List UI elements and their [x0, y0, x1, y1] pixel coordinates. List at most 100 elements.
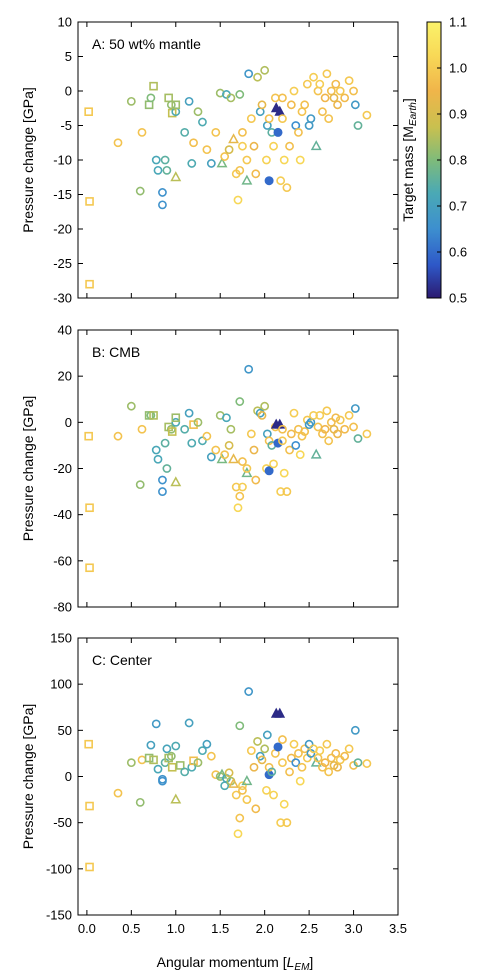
- data-point-circle: [260, 401, 270, 411]
- data-point-circle: [220, 152, 230, 161]
- data-point-circle: [335, 415, 345, 425]
- data-point-triangle: [241, 174, 253, 185]
- data-point-circle: [220, 450, 230, 460]
- data-point-circle: [244, 69, 254, 79]
- data-point-filled-triangle: [274, 707, 286, 718]
- data-point-circle: [235, 90, 245, 99]
- data-point-circle: [353, 121, 363, 130]
- data-point-circle: [320, 758, 330, 768]
- data-point-circle: [160, 155, 170, 165]
- data-point-circle: [353, 758, 363, 768]
- data-point-circle: [137, 424, 147, 434]
- data-point-triangle: [228, 777, 240, 788]
- data-point-circle: [331, 749, 341, 758]
- data-point-circle: [304, 739, 314, 749]
- data-point-circle: [211, 445, 221, 455]
- data-point-circle: [202, 145, 212, 155]
- data-point-filled-circle: [273, 438, 283, 448]
- data-point-circle: [158, 776, 167, 786]
- data-point-circle: [278, 114, 287, 123]
- data-point-circle: [171, 417, 181, 427]
- x-tick-label: 1.5: [211, 921, 229, 936]
- y-tick-label: -60: [53, 553, 72, 568]
- y-tick-label: -100: [46, 861, 72, 876]
- data-point-circle: [331, 413, 341, 423]
- data-point-square: [175, 761, 185, 770]
- data-point-triangle: [170, 793, 182, 804]
- data-point-circle: [242, 155, 252, 165]
- data-point-circle: [113, 138, 123, 148]
- data-point-circle: [309, 411, 318, 420]
- data-point-circle: [242, 464, 252, 473]
- data-point-circle: [285, 445, 294, 455]
- data-point-circle: [244, 687, 254, 696]
- data-point-circle: [193, 107, 203, 117]
- data-point-circle: [278, 436, 287, 446]
- data-point-circle: [180, 127, 190, 137]
- colorbar-tick-label: 1.1: [449, 15, 467, 30]
- data-point-circle: [267, 767, 277, 777]
- colorbar-tick-label: 0.6: [449, 245, 467, 260]
- data-point-filled-circle: [264, 466, 274, 476]
- data-point-circle: [158, 200, 167, 210]
- y-tick-label: 40: [58, 323, 72, 338]
- data-point-circle: [333, 100, 342, 110]
- data-point-circle: [300, 427, 310, 436]
- data-point-square: [189, 756, 198, 766]
- y-tick-label: -25: [53, 256, 72, 271]
- data-point-circle: [340, 424, 350, 434]
- data-point-circle: [349, 86, 358, 96]
- data-point-circle: [279, 468, 289, 478]
- data-point-circle: [206, 159, 216, 168]
- data-point-circle: [306, 114, 316, 123]
- data-point-circle: [126, 758, 136, 768]
- panel-title: B: CMB: [92, 344, 140, 360]
- data-point-circle: [262, 785, 271, 795]
- data-point-circle: [224, 768, 234, 778]
- data-point-square: [85, 197, 94, 206]
- data-point-circle: [344, 411, 354, 420]
- data-point-circle: [269, 141, 278, 151]
- data-point-circle: [233, 829, 243, 839]
- data-point-circle: [333, 429, 342, 439]
- data-point-circle: [286, 753, 296, 763]
- data-point-circle: [193, 417, 203, 427]
- data-point-circle: [322, 69, 332, 79]
- data-point-circle: [235, 813, 245, 823]
- data-point-circle: [291, 441, 301, 450]
- data-point-circle: [318, 762, 327, 772]
- data-point-circle: [289, 408, 299, 418]
- data-point-circle: [246, 429, 256, 439]
- y-axis-label: Pressure change [GPa]: [20, 87, 36, 233]
- data-point-circle: [251, 804, 261, 814]
- data-point-circle: [158, 188, 167, 197]
- data-point-circle: [350, 725, 360, 735]
- data-point-square: [85, 563, 94, 573]
- data-point-circle: [333, 762, 342, 772]
- data-point-circle: [278, 735, 287, 744]
- x-tick-label: 1.0: [167, 921, 185, 936]
- data-point-circle: [193, 758, 203, 768]
- data-point-circle: [184, 96, 194, 106]
- data-point-circle: [238, 482, 247, 492]
- data-point-circle: [224, 441, 234, 450]
- data-point-circle: [146, 93, 156, 103]
- plot-frame: [77, 637, 399, 916]
- x-tick-label: 3.5: [389, 921, 407, 936]
- data-point-circle: [349, 422, 358, 432]
- data-point-circle: [344, 744, 354, 754]
- data-point-circle: [249, 141, 259, 151]
- data-point-circle: [285, 141, 294, 151]
- data-point-circle: [202, 431, 212, 441]
- y-tick-label: -50: [53, 815, 72, 830]
- y-tick-label: -30: [53, 291, 72, 306]
- data-point-circle: [224, 145, 234, 155]
- data-point-circle: [264, 114, 274, 123]
- data-point-square: [84, 739, 93, 749]
- data-point-square: [85, 279, 94, 289]
- data-point-circle: [162, 464, 172, 473]
- y-tick-label: 20: [58, 369, 72, 384]
- data-point-square: [149, 411, 158, 420]
- data-point-circle: [222, 413, 231, 423]
- x-tick-label: 2.0: [256, 921, 274, 936]
